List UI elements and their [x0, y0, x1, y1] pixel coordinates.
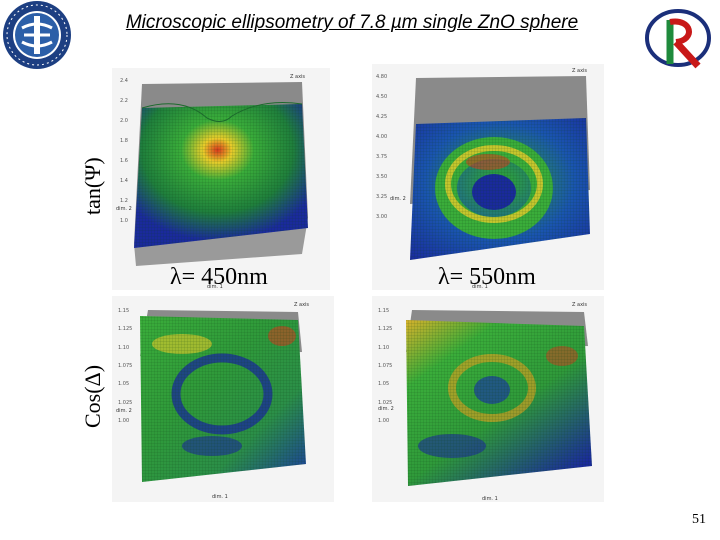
z-axis-label: Z axis: [572, 68, 587, 74]
z-tick-label: 2.4: [120, 78, 128, 84]
z-tick-label: 4.00: [376, 134, 388, 140]
z-tick-label: 1.00: [378, 418, 390, 424]
z-tick-label: 1.6: [120, 158, 128, 164]
dim1-label: dim. 1: [212, 494, 228, 500]
z-tick-label: 2.0: [120, 118, 128, 124]
surface-plot-top-left: Z axis dim. 1 dim. 2: [112, 68, 330, 290]
dim2-label: dim. 2: [378, 406, 394, 412]
z-tick-label: 2.2: [120, 98, 128, 104]
z-tick-label: 1.2: [120, 198, 128, 204]
dim2-label: dim. 2: [116, 408, 132, 414]
z-tick-label: 4.50: [376, 94, 388, 100]
z-tick-label: 3.25: [376, 194, 388, 200]
dim1-label: dim. 1: [207, 284, 223, 290]
z-tick-label: 1.15: [118, 308, 130, 314]
z-tick-label: 1.075: [378, 363, 393, 369]
z-tick-label: 1.05: [118, 381, 130, 388]
dim1-label: dim. 1: [472, 284, 488, 290]
z-tick-label: 3.00: [376, 214, 388, 220]
z-tick-label: 1.4: [120, 178, 128, 184]
z-tick-label: 1.025: [118, 399, 133, 406]
y-label-cos-delta: Cos(Δ): [80, 364, 105, 428]
z-tick-label: 1.0: [120, 218, 128, 224]
surface-plot-bottom-left: Z axis dim. 2 dim. 1: [112, 296, 334, 502]
z-tick-label: 1.15: [378, 308, 390, 314]
z-tick-label: 1.10: [118, 344, 130, 351]
z-tick-label: 1.025: [378, 399, 393, 406]
surface-plot-top-right: Z axis dim. 2 dim. 1: [372, 64, 604, 290]
z-axis-label: Z axis: [294, 302, 309, 308]
slide-title: Microscopic ellipsometry of 7.8 µm singl…: [125, 12, 579, 33]
z-tick-label: 1.8: [120, 138, 128, 144]
z-tick-label: 1.10: [378, 344, 390, 351]
z-tick-label: 4.80: [376, 74, 388, 80]
academia-sinica-seal: [3, 1, 71, 69]
z-tick-label: 4.25: [376, 114, 388, 120]
page-number: 51: [692, 512, 706, 527]
z-tick-label: 1.125: [378, 326, 393, 333]
z-tick-label: 3.50: [376, 174, 388, 180]
z-tick-label: 1.05: [378, 381, 390, 388]
surface-plot-bottom-right: Z axis dim. 2 dim. 1: [372, 296, 604, 502]
wavelength-label-450: λ= 450nm: [170, 264, 268, 290]
dim1-label: dim. 1: [482, 496, 498, 502]
z-axis-label: Z axis: [290, 74, 305, 80]
z-tick-label: 3.75: [376, 154, 388, 160]
dim2-label: dim. 2: [116, 206, 132, 212]
z-tick-label: 1.00: [118, 418, 130, 424]
dim2-label: dim. 2: [390, 196, 406, 202]
institute-r-logo: [645, 9, 711, 69]
wavelength-label-550: λ= 550nm: [438, 264, 536, 290]
z-tick-label: 1.125: [118, 326, 133, 333]
z-tick-label: 1.075: [118, 363, 133, 369]
y-label-tan-psi: tan(Ψ): [80, 157, 105, 215]
z-axis-label: Z axis: [572, 302, 587, 308]
